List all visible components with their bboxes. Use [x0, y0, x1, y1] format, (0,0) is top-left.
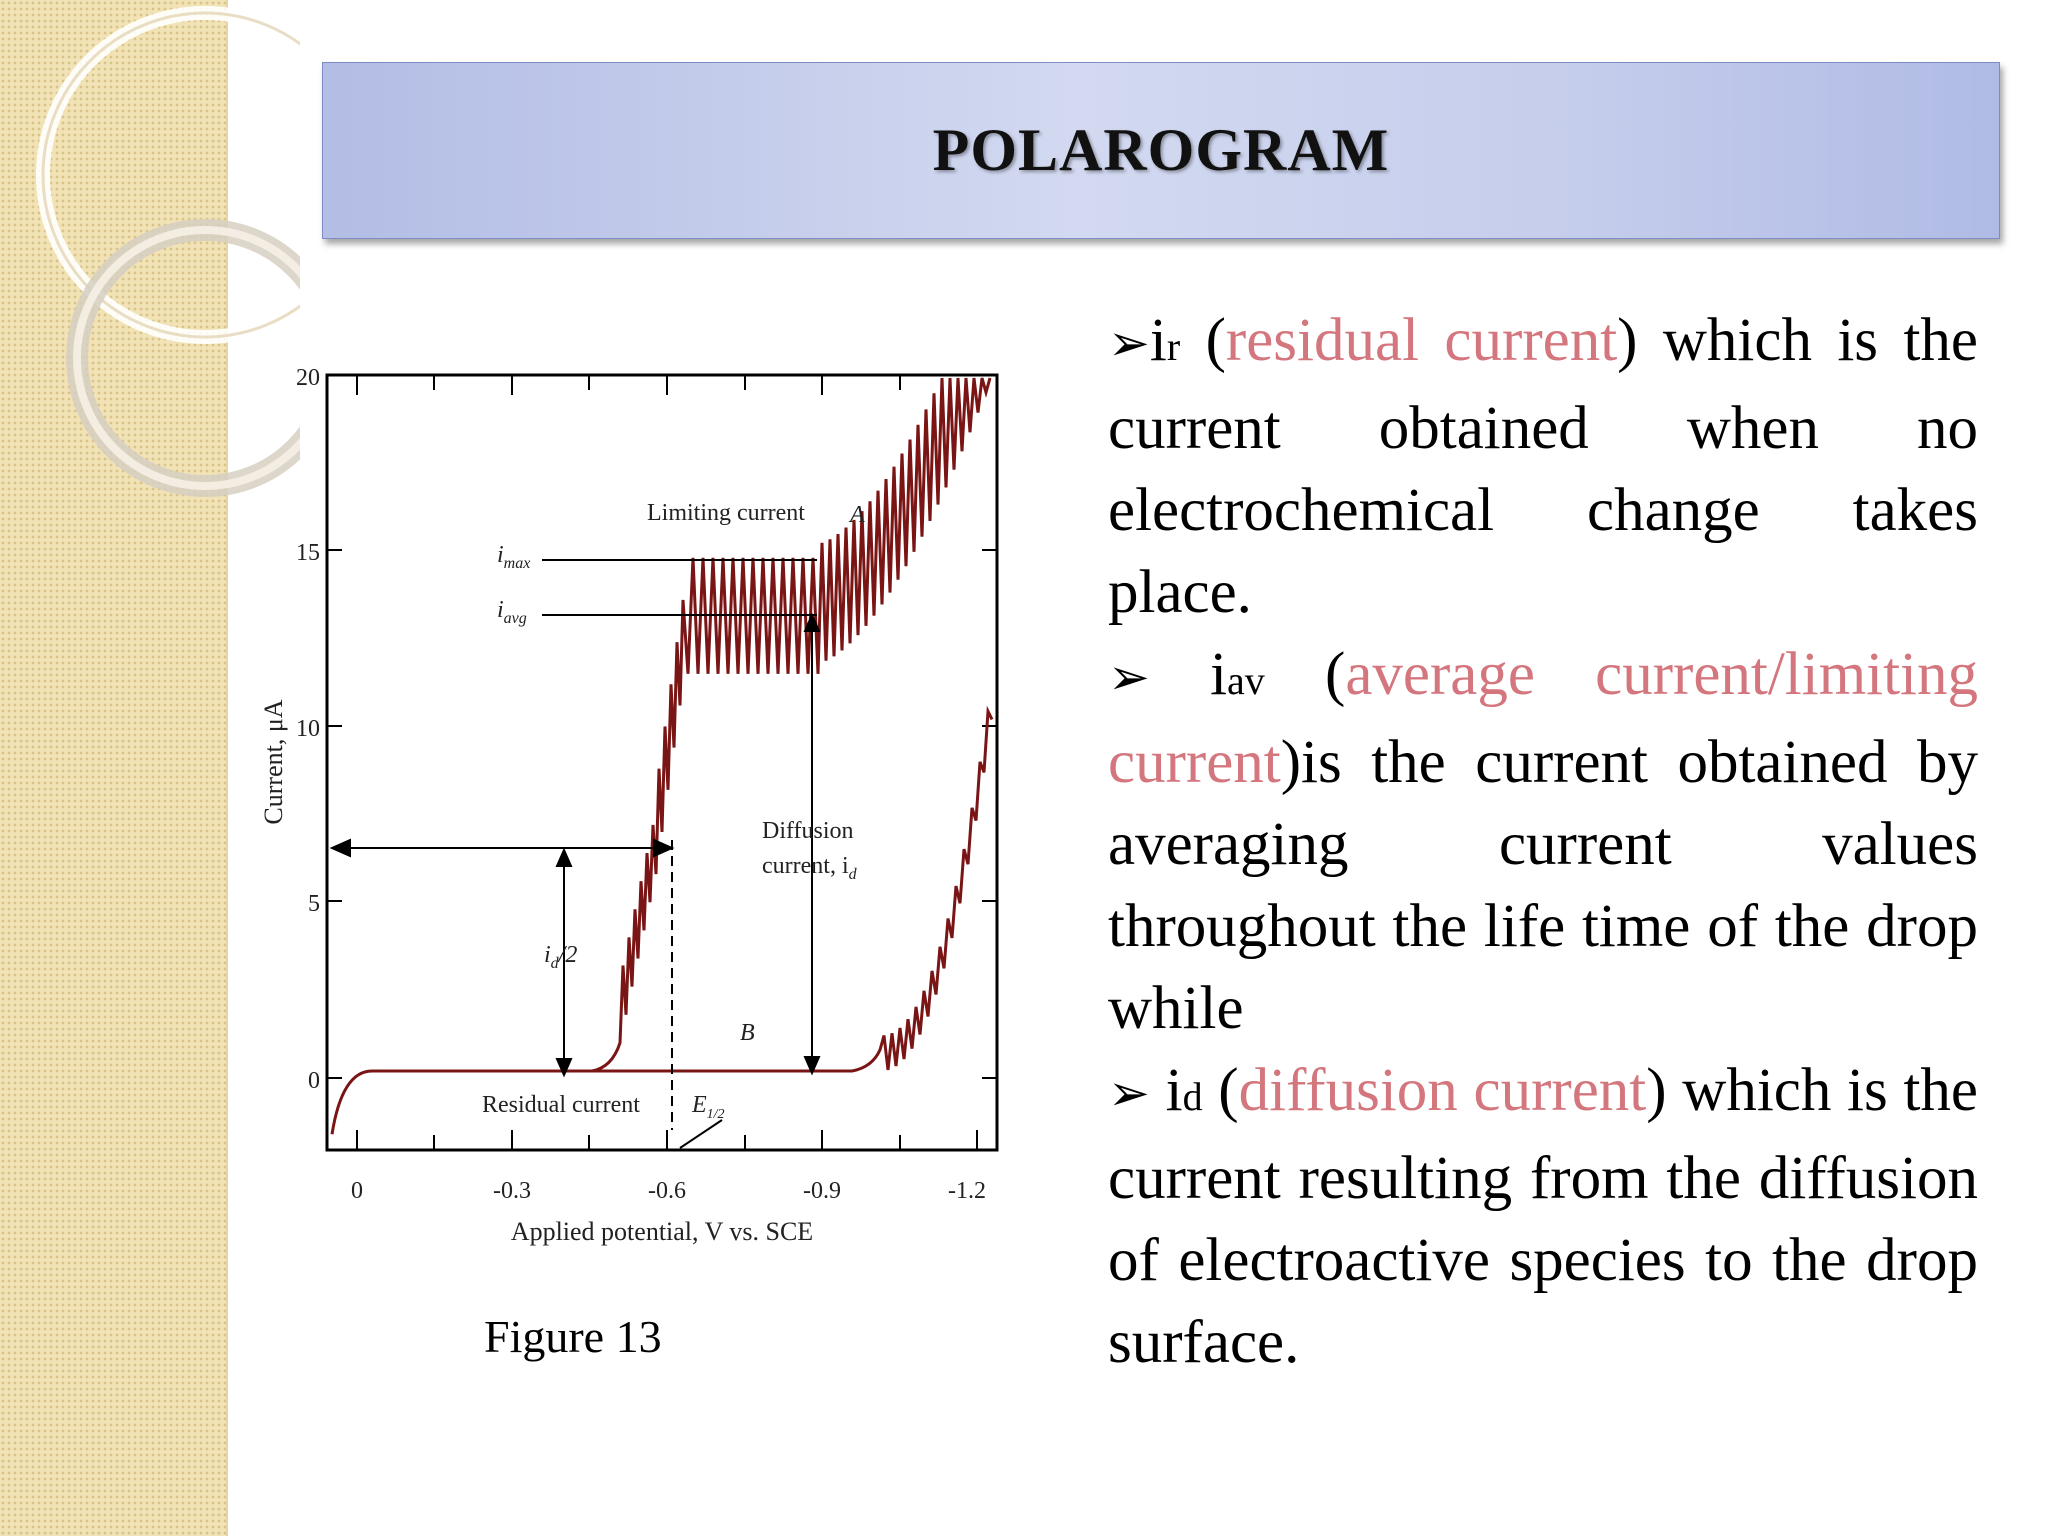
y-axis-label: Current, μA	[262, 699, 288, 824]
x-tick-label: -0.3	[493, 1178, 531, 1204]
x-axis-label: Applied potential, V vs. SCE	[511, 1217, 813, 1246]
definition-text: ) which is the current resulting from th…	[1108, 1057, 1978, 1376]
symbol-subscript: r	[1166, 324, 1181, 369]
x-tick-label: -1.2	[948, 1178, 986, 1204]
point-b-label: B	[740, 1020, 755, 1046]
symbol: i	[1149, 307, 1167, 374]
y-tick-marks	[327, 374, 997, 1079]
symbol-subscript: d	[1182, 1074, 1203, 1119]
highlighted-term: average current/limiting current	[1108, 641, 1978, 796]
diffusion-label-line1: Diffusion	[762, 818, 854, 844]
y-tick-label: 10	[296, 716, 320, 742]
x-tick-label: -0.6	[648, 1178, 686, 1204]
title-banner: POLAROGRAM	[322, 62, 2000, 239]
slide-title: POLAROGRAM	[932, 117, 1390, 183]
highlighted-term: diffusion current	[1238, 1057, 1647, 1124]
decorative-rings	[36, 6, 300, 497]
x-tick-label: 0	[351, 1178, 363, 1204]
bullet-diffusion-current: ➢ id (diffusion current) which is the cu…	[1108, 1050, 1978, 1384]
explanation-text: ➢ir (residual current) which is the curr…	[1108, 300, 1978, 1384]
polarogram-curve	[330, 377, 992, 1135]
y-tick-label: 20	[296, 365, 320, 391]
open-paren: (	[1264, 641, 1346, 708]
arrow-bullet-icon: ➢	[1108, 1064, 1150, 1122]
arrow-bullet-icon: ➢	[1108, 314, 1150, 372]
y-tick-label: 0	[308, 1068, 320, 1094]
arrowhead	[653, 838, 675, 858]
polarogram-figure: 20 15 10 5 0 0 -0.3 -0.6 -0.9 -1.2 Appli…	[259, 340, 1014, 1288]
residual-current-label: Residual current	[482, 1092, 640, 1118]
symbol: i	[1149, 1057, 1183, 1124]
arrowhead	[803, 1056, 821, 1076]
bullet-residual-current: ➢ir (residual current) which is the curr…	[1108, 300, 1978, 634]
definition-text: )is the current obtained by averaging cu…	[1108, 729, 1978, 1042]
imax-label: imax	[497, 542, 530, 572]
iavg-label: iavg	[497, 597, 527, 627]
arrowhead	[329, 838, 351, 858]
y-tick-label: 15	[296, 540, 320, 566]
x-tick-label: -0.9	[803, 1178, 841, 1204]
e-half-pointer	[679, 1119, 723, 1149]
symbol: i	[1149, 641, 1228, 708]
arrowhead	[555, 1058, 573, 1078]
arrowhead	[555, 847, 573, 867]
definition-text: ) which is the current obtained when no …	[1108, 307, 1978, 626]
background-electrolyte-curve	[592, 705, 994, 1073]
plot-frame	[325, 373, 999, 1152]
arrow-bullet-icon: ➢	[1108, 648, 1150, 706]
limiting-current-label: Limiting current	[647, 500, 805, 526]
open-paren: (	[1202, 1057, 1239, 1124]
highlighted-term: residual current	[1225, 307, 1618, 374]
symbol-subscript: av	[1227, 658, 1265, 703]
figure-caption: Figure 13	[484, 1311, 662, 1362]
e-half-label: E1/2	[691, 1092, 725, 1122]
x-tick-marks	[356, 375, 978, 1150]
diffusion-label-line2: current, id	[762, 853, 858, 883]
y-tick-label: 5	[308, 891, 320, 917]
open-paren: (	[1180, 307, 1226, 374]
id-half-label: id/2	[544, 942, 577, 972]
point-a-label: A	[848, 502, 865, 528]
bullet-average-current: ➢ iav (average current/limiting current)…	[1108, 634, 1978, 1050]
arrowhead	[803, 612, 821, 632]
